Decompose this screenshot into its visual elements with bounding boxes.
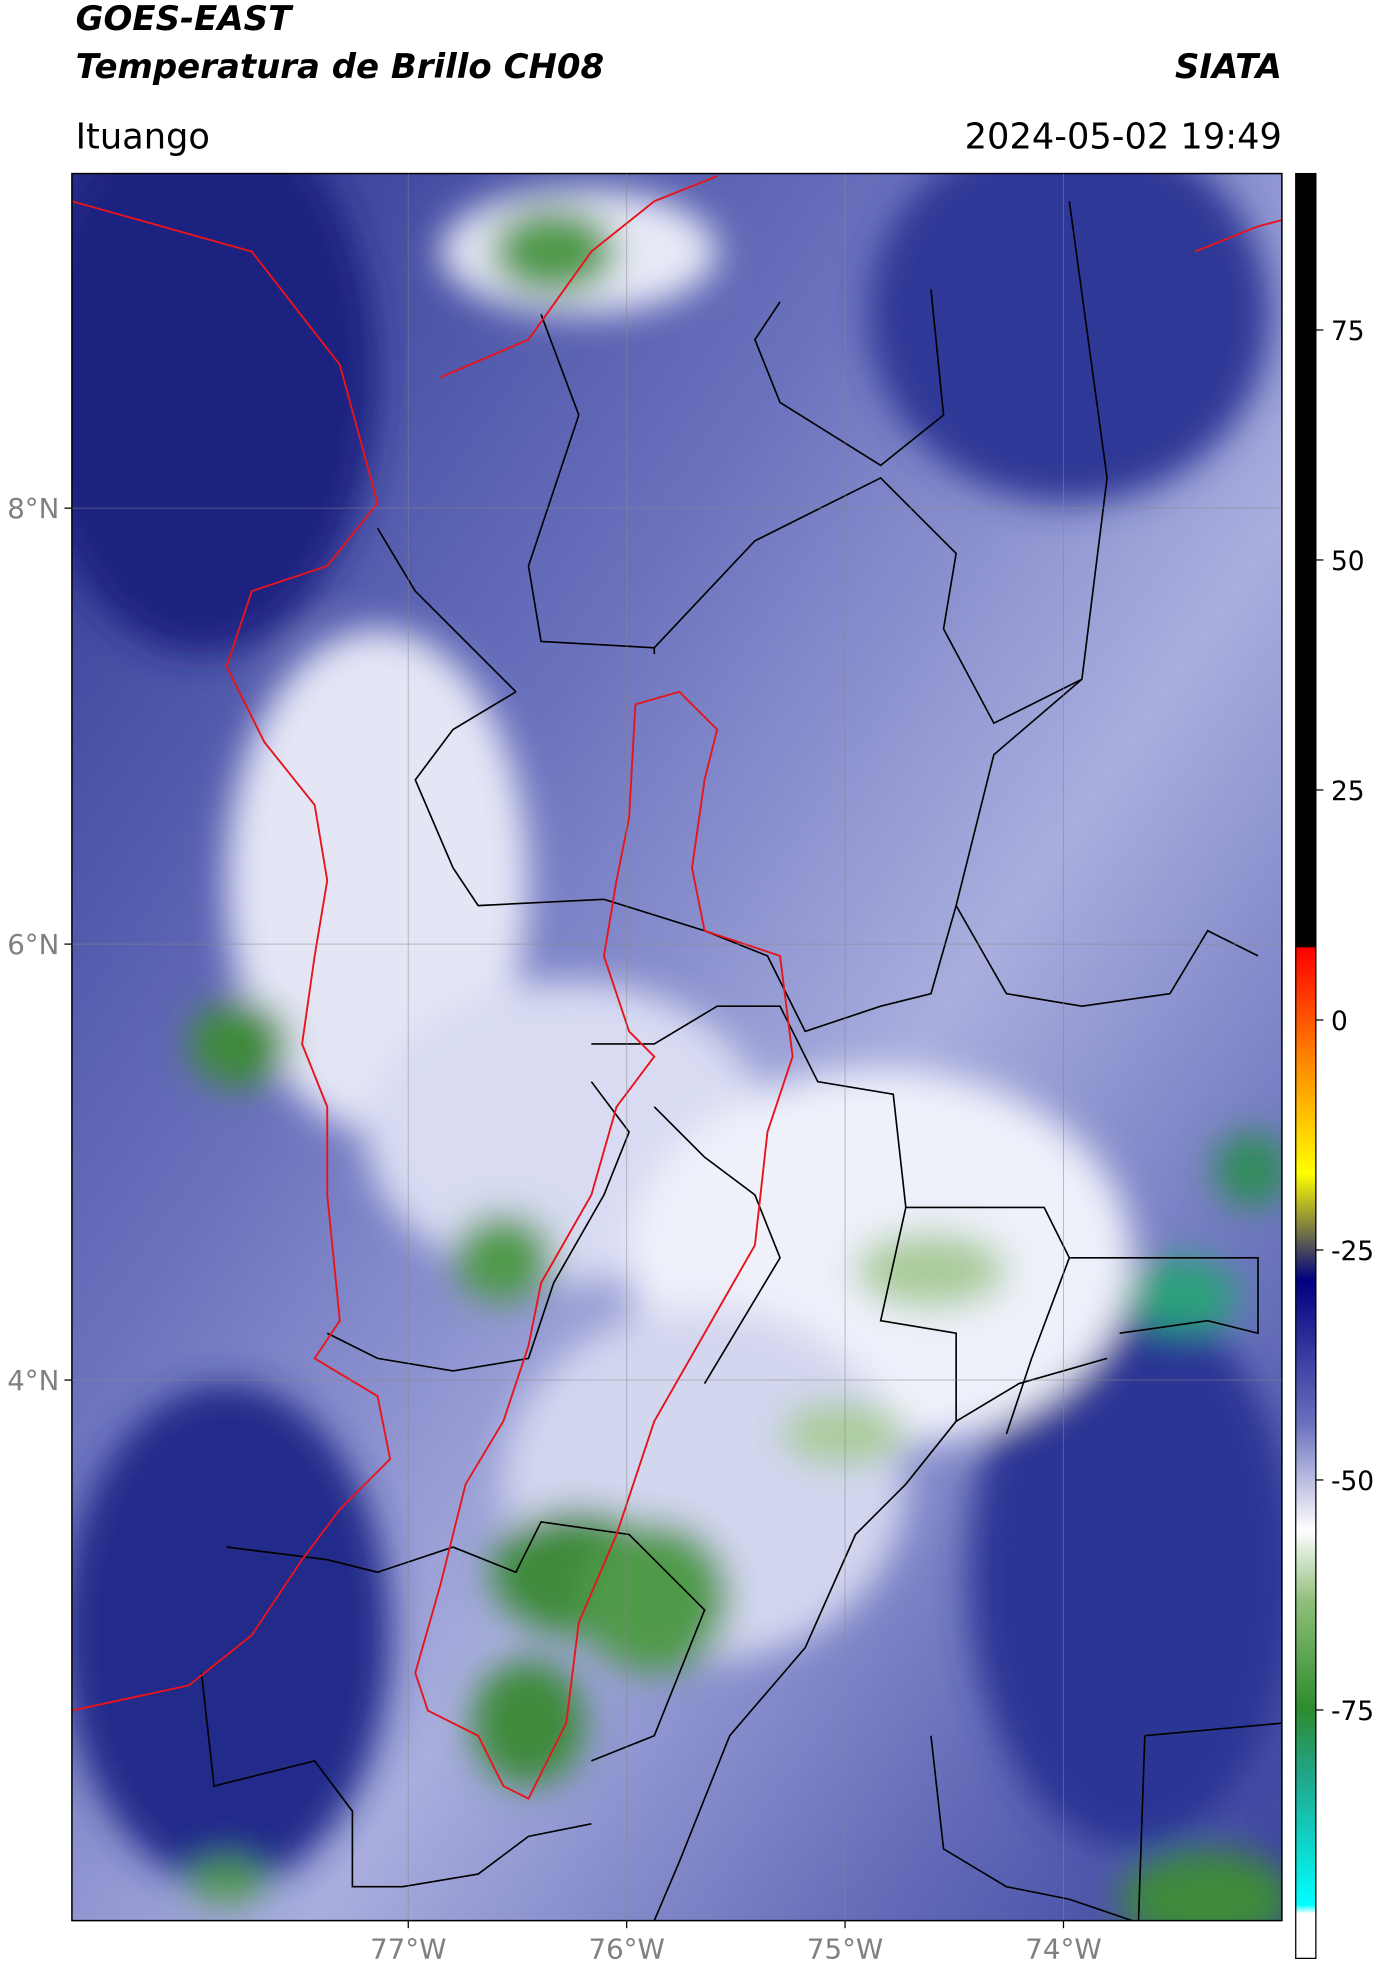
- colorbar: [1295, 172, 1317, 1959]
- y-tick-label: 8°N: [7, 492, 59, 525]
- colorbar-label: 75: [1331, 316, 1365, 347]
- x-tick-label: 77°W: [370, 1932, 446, 1965]
- datetime: 2024-05-02 19:49: [965, 116, 1282, 157]
- x-tick-label: 75°W: [807, 1932, 883, 1965]
- colorbar-label: -75: [1331, 1696, 1374, 1727]
- colorbar-label: 25: [1331, 776, 1365, 807]
- map-frame: [71, 172, 1283, 1922]
- colorbar-label: 50: [1331, 546, 1365, 577]
- map-field: [71, 173, 1282, 1921]
- coastline-and-basin: [71, 175, 1282, 1800]
- colorbar-label: 0: [1331, 1006, 1348, 1037]
- colorbar-label: -50: [1331, 1466, 1374, 1497]
- title: Temperatura de Brillo CH08: [76, 47, 604, 87]
- x-tick-label: 76°W: [588, 1932, 664, 1965]
- location: Ituango: [76, 116, 210, 157]
- brand: SIATA: [1175, 47, 1282, 87]
- y-tick-label: 4°N: [7, 1364, 59, 1397]
- borders: [200, 201, 1282, 1921]
- x-tick-label: 74°W: [1025, 1932, 1101, 1965]
- y-tick-label: 6°N: [7, 928, 59, 961]
- colorbar-label: -25: [1331, 1236, 1374, 1267]
- title: GOES-EAST: [76, 0, 294, 39]
- cloud-field: [71, 173, 1282, 1921]
